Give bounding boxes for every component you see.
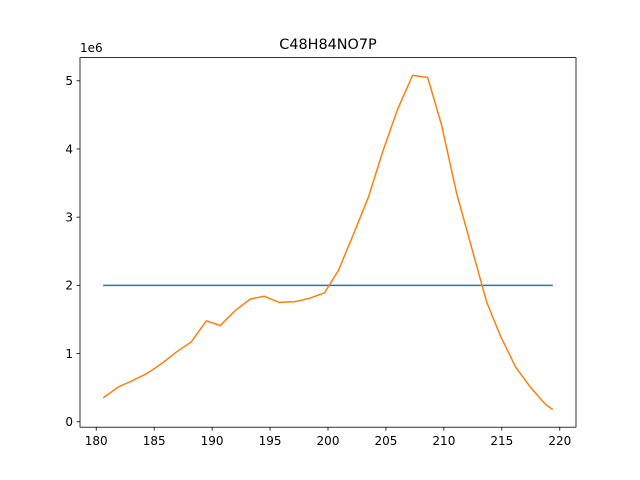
- y-offset-label: 1e6: [80, 41, 103, 55]
- x-tick-label: 205: [374, 434, 397, 448]
- y-tick-label: 5: [65, 74, 73, 88]
- x-tick-label: 210: [432, 434, 455, 448]
- x-tick-label: 190: [201, 434, 224, 448]
- x-tick-label: 195: [259, 434, 282, 448]
- y-tick-label: 1: [65, 347, 73, 361]
- y-tick-label: 0: [65, 415, 73, 429]
- axes: [79, 57, 577, 428]
- plot-lines: [102, 74, 554, 411]
- plot-frame: [79, 57, 577, 428]
- x-tick-label: 220: [548, 434, 571, 448]
- x-tick-label: 200: [317, 434, 340, 448]
- y-axis-ticks: 0 1 2 3 4 5: [65, 74, 80, 429]
- x-tick-label: 215: [490, 434, 513, 448]
- y-tick-label: 4: [65, 142, 73, 156]
- x-tick-label: 180: [85, 434, 108, 448]
- y-tick-label: 3: [65, 210, 73, 224]
- series-line-1: [102, 74, 554, 411]
- x-tick-label: 185: [143, 434, 166, 448]
- x-axis-ticks: 180 185 190 195 200 205 210 215 220: [85, 427, 571, 448]
- y-tick-label: 2: [65, 279, 73, 293]
- chart-title: C48H84NO7P: [279, 37, 377, 53]
